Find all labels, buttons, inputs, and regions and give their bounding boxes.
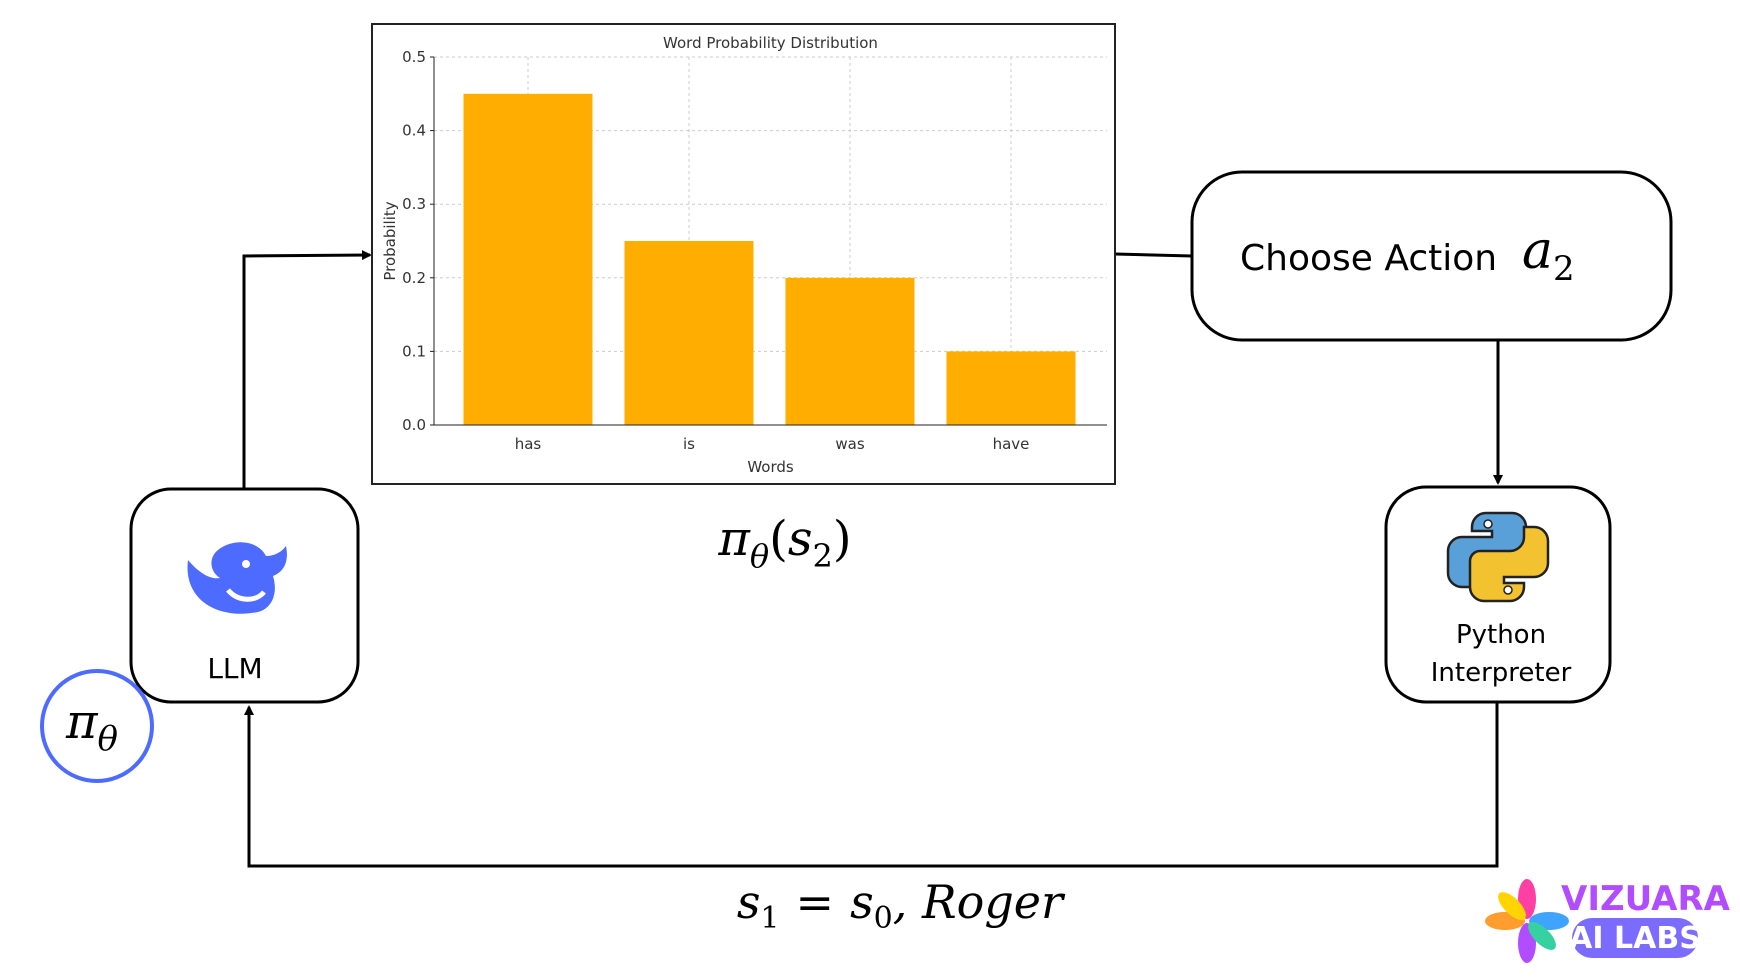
symbol: π [65, 694, 99, 750]
y-tick-label: 0.3 [402, 195, 426, 213]
python-icon [1446, 511, 1550, 603]
x-tick-label: was [835, 435, 864, 453]
bar [624, 241, 754, 425]
chart-title: Word Probability Distribution [663, 34, 878, 52]
symbol: s [737, 875, 761, 929]
y-tick-label: 0.0 [402, 416, 426, 434]
subscript: 0 [874, 901, 893, 936]
y-tick-label: 0.4 [402, 122, 426, 140]
subscript: θ [98, 719, 118, 759]
bar [463, 93, 593, 426]
text: , Roger [893, 875, 1066, 929]
x-tick-label: has [515, 435, 542, 453]
bar [785, 277, 915, 425]
state-label: s1 = s0, Roger [737, 875, 1066, 936]
logo-badge [1572, 918, 1698, 958]
subscript: 2 [813, 537, 833, 575]
y-tick-label: 0.2 [402, 269, 426, 287]
whale-icon [187, 542, 287, 614]
logo-text: AI LABS [1569, 921, 1701, 956]
arrow [244, 702, 1499, 868]
symbol: s [850, 875, 874, 929]
policy-circle-label: πθ [65, 694, 118, 759]
connector [1114, 252, 1193, 258]
logo-flower [1485, 879, 1569, 963]
equals: = [796, 875, 835, 929]
x-tick-label: have [993, 435, 1030, 453]
x-tick-label: is [683, 435, 695, 453]
subscript: θ [750, 537, 769, 575]
policy-circle [40, 669, 154, 783]
interpreter-text: Interpreter [1431, 658, 1572, 688]
paren: ( [769, 511, 788, 567]
subscript: 2 [1553, 249, 1575, 289]
subscript: 1 [760, 901, 779, 936]
action-box [1190, 170, 1673, 342]
llm-text: LLM [207, 652, 262, 685]
policy-label: πθ(s2) [717, 511, 851, 575]
y-axis-label: Probability [381, 201, 399, 280]
symbol: s [788, 511, 813, 567]
connectors [242, 250, 1503, 868]
bar [946, 351, 1076, 425]
chart: Word Probability Distribution 0.0 0.1 0.2 0.… [381, 34, 1107, 476]
paren: ) [833, 511, 852, 567]
symbol: a [1522, 221, 1553, 281]
logo-text: VIZUARA [1561, 879, 1731, 919]
interpreter-text: Python [1456, 620, 1546, 650]
x-axis-label: Words [747, 458, 794, 476]
action-text: Choose Action [1240, 238, 1497, 279]
action-symbol: a2 [1522, 221, 1575, 289]
y-tick-label: 0.1 [402, 342, 426, 360]
y-tick-label: 0.5 [402, 48, 426, 66]
arrow [242, 250, 372, 489]
symbol: π [717, 511, 751, 567]
